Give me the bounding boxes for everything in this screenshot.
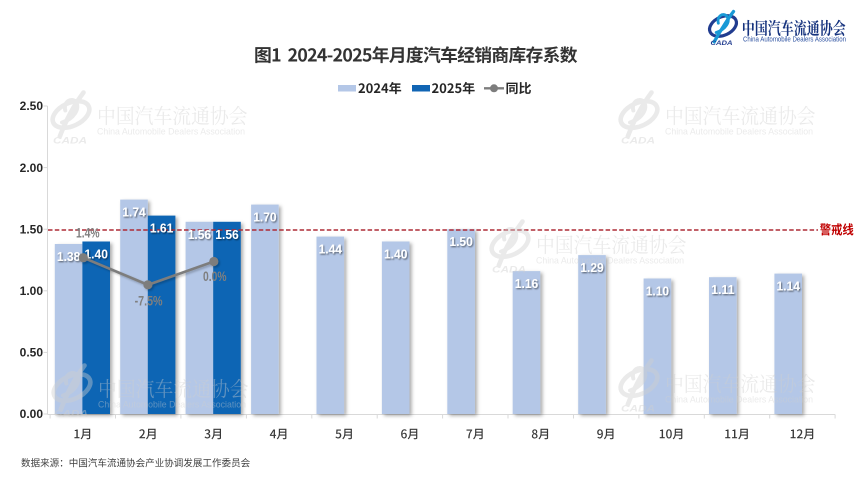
svg-text:0.00: 0.00 <box>20 407 44 421</box>
svg-text:1.10: 1.10 <box>646 284 669 299</box>
svg-text:1.74: 1.74 <box>122 205 146 220</box>
svg-text:0.0%: 0.0% <box>203 269 227 284</box>
svg-text:1.50: 1.50 <box>449 234 472 249</box>
svg-text:2.50: 2.50 <box>20 99 44 113</box>
svg-text:CADA: CADA <box>711 40 733 47</box>
svg-text:2.00: 2.00 <box>20 161 44 175</box>
svg-text:1.4%: 1.4% <box>76 225 100 240</box>
svg-text:1.56: 1.56 <box>188 227 211 242</box>
svg-text:1.16: 1.16 <box>515 276 538 291</box>
svg-text:1.00: 1.00 <box>20 284 44 298</box>
svg-text:1.11: 1.11 <box>711 282 734 297</box>
svg-text:1.40: 1.40 <box>85 247 108 262</box>
svg-text:1.50: 1.50 <box>20 222 44 236</box>
svg-text:0.50: 0.50 <box>20 346 44 360</box>
svg-text:-7.5%: -7.5% <box>135 293 163 308</box>
svg-text:1.61: 1.61 <box>150 221 173 236</box>
svg-text:China Automobile Dealers Assoc: China Automobile Dealers Association <box>743 35 846 44</box>
svg-text:1.38: 1.38 <box>57 249 80 264</box>
svg-text:1.14: 1.14 <box>777 279 801 294</box>
svg-text:1.70: 1.70 <box>253 210 276 225</box>
svg-text:1.44: 1.44 <box>319 242 343 257</box>
svg-text:1.40: 1.40 <box>384 247 407 262</box>
svg-text:1.56: 1.56 <box>215 227 238 242</box>
